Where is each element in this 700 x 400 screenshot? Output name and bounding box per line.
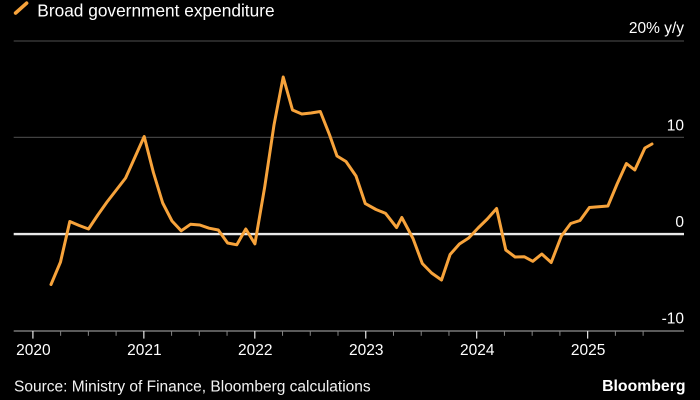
svg-text:2022: 2022: [238, 342, 272, 359]
svg-text:2024: 2024: [460, 342, 495, 359]
svg-text:0: 0: [675, 214, 684, 231]
svg-text:-10: -10: [662, 311, 685, 328]
svg-text:2020: 2020: [16, 342, 51, 359]
svg-text:20% y/y: 20% y/y: [629, 20, 684, 37]
svg-text:2025: 2025: [571, 342, 605, 359]
svg-text:2023: 2023: [349, 342, 383, 359]
svg-text:2021: 2021: [127, 342, 161, 359]
svg-text:Source: Ministry of Finance, B: Source: Ministry of Finance, Bloomberg c…: [14, 379, 371, 396]
svg-text:Broad government expenditure: Broad government expenditure: [37, 0, 274, 20]
svg-text:Bloomberg: Bloomberg: [602, 378, 685, 395]
svg-text:10: 10: [667, 118, 685, 135]
